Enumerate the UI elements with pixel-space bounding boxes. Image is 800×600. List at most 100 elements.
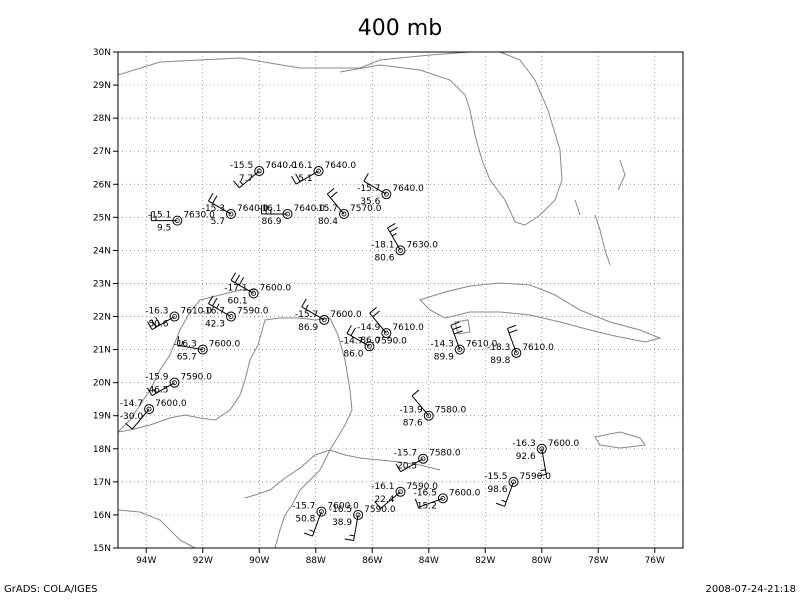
wind-barb-flag (344, 538, 354, 542)
station-ring (395, 245, 406, 256)
station-dot (383, 191, 389, 197)
wind-barb-shaft (295, 170, 319, 185)
station-ring (381, 189, 392, 200)
station: -16.1 22.4 7590.0 (371, 482, 438, 509)
station-ring (144, 404, 155, 415)
station-dot (256, 168, 262, 174)
wind-barb-half (391, 233, 397, 237)
station-ring (339, 209, 349, 220)
lon-tick-label: 88W (306, 556, 326, 566)
footer-credit: GrADS: COLA/IGES (4, 584, 98, 595)
lat-tick-label: 28N (93, 114, 111, 124)
station-dew-label: 86.0 (343, 349, 363, 359)
station-ring (454, 344, 465, 355)
station-temp-label: -14.7 (120, 399, 143, 409)
coastlines (117, 51, 662, 549)
station-ring (226, 209, 236, 220)
footer-timestamp: 2008-07-24-21:18 (705, 584, 796, 595)
grid-lines (118, 52, 683, 548)
station-height-label: 7590.0 (181, 373, 213, 383)
station-temp-label: -15.7 (295, 310, 318, 320)
station-dot (457, 347, 463, 353)
station-dot (228, 211, 234, 217)
station-ring (395, 486, 406, 497)
station-dew-label: 20.5 (397, 462, 417, 472)
station-dew-label: 42.3 (205, 320, 225, 330)
station-height-label: 7610.0 (522, 343, 554, 353)
station-ring (169, 311, 180, 322)
coast-bahamas-2 (617, 159, 626, 191)
wind-barb-shaft (504, 481, 514, 507)
wind-barb-half (540, 469, 546, 472)
lon-tick-label: 84W (419, 556, 439, 566)
station-ring (536, 443, 547, 454)
station-temp-label: -15.7 (292, 502, 315, 512)
station-ring (423, 410, 434, 421)
wind-barb-half (239, 180, 244, 186)
wind-barb-flag (234, 274, 241, 283)
wind-barb-half (153, 388, 157, 394)
station-height-label: 7610.0 (392, 323, 424, 333)
coast-mexico (244, 317, 353, 499)
station-height-label: 7570.0 (350, 204, 382, 214)
station-temp-label: -15.7 (357, 184, 380, 194)
wind-barb-flag (301, 298, 307, 308)
wind-barb-half (309, 529, 315, 533)
coast-honduras (329, 449, 441, 471)
axis-ticks: 94W 92W 90W 88W 86W 84W 82W 80W 78W 76W 15N 16N 17N 1… (93, 48, 665, 566)
wind-barb-flag (346, 325, 352, 334)
station: -15.7 80.4 7570.0 (315, 187, 382, 227)
lat-tick-label: 24N (93, 246, 111, 256)
station-ring (508, 476, 519, 487)
station-height-label: 7630.0 (407, 240, 439, 250)
wind-barb-flag (453, 330, 463, 335)
stations: -15.57.77640.0-16.15.17640.0-15.735.6764… (120, 161, 580, 542)
coast-bahamas-3 (574, 199, 581, 216)
wind-barb-flag (147, 321, 153, 330)
station-temp-label: -15.7 (394, 449, 417, 459)
station-dew-label: 60.1 (228, 296, 248, 306)
wind-barb-flag (125, 422, 133, 430)
station-ring (418, 453, 429, 464)
station: -17.1 60.1 7600.0 (224, 272, 291, 306)
station-height-label: 7640.0 (265, 161, 297, 171)
station-dew-label: 9.5 (157, 224, 171, 234)
wind-barb-shaft (387, 227, 401, 251)
lon-tick-label: 94W (136, 556, 156, 566)
station-ring (197, 344, 208, 355)
station-temp-label: -18.3 (487, 343, 510, 353)
station-temp-label: -15.7 (315, 204, 338, 214)
station: -15.7 20.5 7580.0 (394, 449, 461, 473)
station: -16.1 86.9 7640.0 (258, 204, 325, 227)
station-dew-label: 87.6 (403, 419, 423, 429)
station-temp-label: -16.3 (145, 307, 168, 317)
station: -16.3 65.7 7600.0 (173, 336, 241, 363)
station: -15.5 7.7 7640.0 (230, 161, 297, 189)
wind-barb-flag (208, 295, 214, 304)
coast-yucatan-east (117, 344, 259, 433)
station-ring (248, 288, 259, 299)
station-ring (316, 506, 327, 517)
station-dew-label: 65.7 (177, 353, 197, 363)
wind-barb-flag (212, 195, 218, 204)
station: -15.1 9.5 7630.0 (148, 211, 215, 234)
station-dew-label: 86.9 (298, 323, 318, 333)
wind-barb-flag (363, 173, 369, 182)
lat-tick-label: 25N (93, 213, 111, 223)
station-dot (316, 168, 321, 174)
coast-gulf-west (117, 289, 255, 433)
lat-tick-label: 22N (93, 313, 111, 323)
station: -15.9 46.5 7590.0 (145, 373, 213, 397)
wind-barb-shaft (312, 511, 322, 537)
wind-barb-flag (389, 227, 398, 233)
station-dew-label: 50.8 (295, 515, 315, 525)
station-temp-label: -16.1 (371, 482, 394, 492)
station-temp-label: -16.5 (414, 488, 437, 498)
station-height-label: 7640.0 (294, 204, 326, 214)
wind-barb-half (181, 340, 184, 346)
station-height-label: 7580.0 (435, 406, 467, 416)
station-dew-label: 5.1 (298, 174, 312, 184)
lat-tick-label: 29N (93, 81, 111, 91)
station-height-label: 7600.0 (548, 439, 580, 449)
station-dew-label: 22.4 (374, 495, 394, 505)
